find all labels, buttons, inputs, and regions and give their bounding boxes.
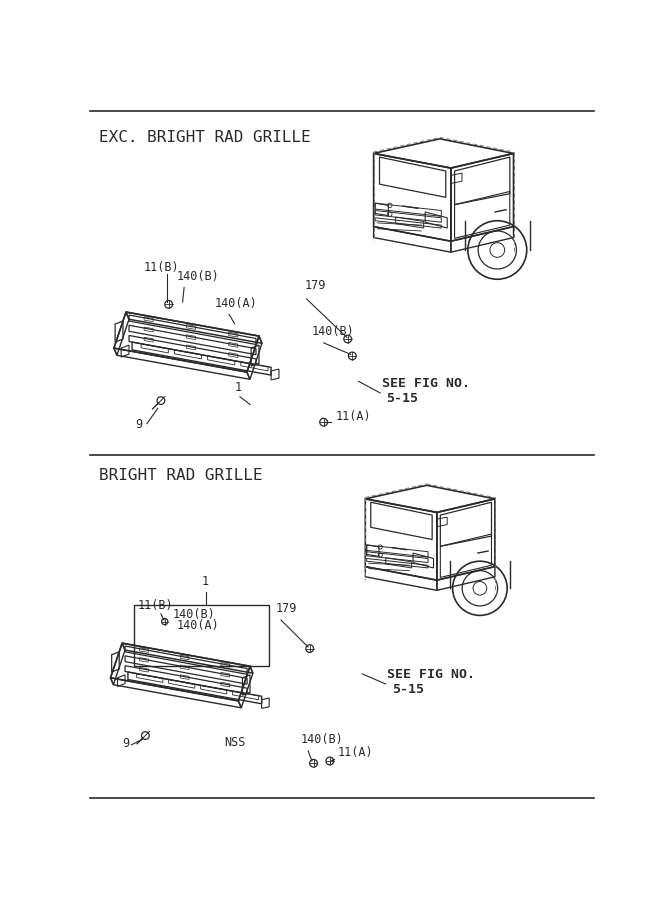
Text: 11(B): 11(B) — [144, 261, 179, 274]
Text: 140(A): 140(A) — [215, 297, 258, 310]
Text: 140(B): 140(B) — [173, 608, 215, 621]
Bar — [134, 605, 269, 666]
Text: 9: 9 — [122, 737, 129, 750]
Text: 140(B): 140(B) — [300, 734, 343, 746]
Text: BRIGHT RAD GRILLE: BRIGHT RAD GRILLE — [99, 468, 263, 483]
Text: 11(B): 11(B) — [137, 598, 173, 611]
Text: NSS: NSS — [224, 735, 246, 749]
Text: SEE FIG NO.: SEE FIG NO. — [387, 668, 475, 680]
Text: 11(A): 11(A) — [338, 746, 374, 760]
Text: 140(B): 140(B) — [176, 271, 219, 284]
Text: 140(A): 140(A) — [176, 619, 219, 633]
Text: 5-15: 5-15 — [392, 683, 424, 697]
Text: 5-15: 5-15 — [386, 392, 418, 405]
Text: 1: 1 — [235, 382, 241, 394]
Text: 179: 179 — [275, 602, 297, 616]
Text: SEE FIG NO.: SEE FIG NO. — [382, 377, 470, 390]
Text: 9: 9 — [135, 418, 143, 430]
Text: 11(A): 11(A) — [336, 410, 371, 423]
Text: 179: 179 — [304, 279, 325, 292]
Text: 140(B): 140(B) — [312, 325, 355, 338]
Text: 1: 1 — [201, 575, 208, 589]
Text: EXC. BRIGHT RAD GRILLE: EXC. BRIGHT RAD GRILLE — [99, 130, 311, 145]
